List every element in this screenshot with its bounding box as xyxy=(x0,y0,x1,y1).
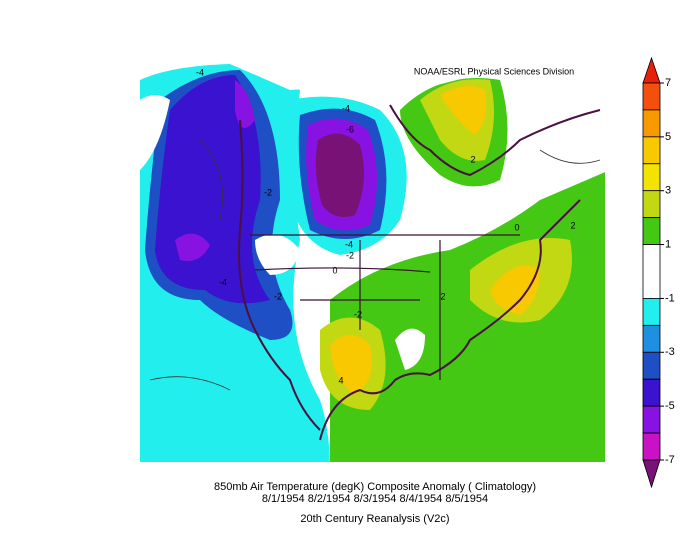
contour-label: -4 xyxy=(345,239,353,249)
colorbar-segment xyxy=(642,244,661,299)
colorbar-segment xyxy=(642,378,661,407)
colorbar-segment xyxy=(642,298,661,326)
contour-labels: -4 -4 -6 -2 -4 -2 0 -4 -2 2 2 0 2 -2 4 xyxy=(196,67,576,385)
colorbar-segment xyxy=(642,405,661,434)
colorbar-tick-label: 3 xyxy=(665,185,671,197)
caption-source: 20th Century Reanalysis (V2c) xyxy=(300,513,449,525)
colorbar-tick-label: -1 xyxy=(665,292,675,304)
colorbar-segment xyxy=(642,217,661,245)
credit: NOAA/ESRL Physical Sciences Division xyxy=(414,66,574,76)
anomaly-region xyxy=(140,95,170,170)
contour-label: 2 xyxy=(570,220,575,230)
map xyxy=(140,63,605,462)
colorbar-segment xyxy=(642,432,661,461)
coastline xyxy=(238,119,321,431)
contour-line xyxy=(149,139,601,391)
colorbar-segment xyxy=(642,82,661,111)
anomaly-region xyxy=(395,328,425,370)
contour-label: -2 xyxy=(264,187,272,197)
colorbar-segment xyxy=(642,109,661,138)
border xyxy=(250,234,520,380)
anomaly-region xyxy=(235,80,255,128)
contour-label: 2 xyxy=(470,154,475,164)
colorbar-tick-label: -5 xyxy=(665,400,675,412)
contour-label: 4 xyxy=(338,375,343,385)
contour-label: -2 xyxy=(274,291,282,301)
colorbar-end xyxy=(642,56,661,84)
anomaly-region xyxy=(150,406,241,450)
colorbar-segment xyxy=(642,190,661,219)
colorbar-segment xyxy=(642,163,661,192)
contour-label: -4 xyxy=(196,67,204,77)
colorbar: 7 5 3 1 -1 -3 -5 -7 xyxy=(642,56,675,489)
anomaly-region xyxy=(440,86,487,135)
colorbar-tick-label: 7 xyxy=(665,77,671,89)
colorbar-tick-label: -7 xyxy=(665,454,675,466)
colorbar-tick-label: -3 xyxy=(665,346,675,358)
contour-label: 0 xyxy=(514,222,519,232)
anomaly-region xyxy=(175,233,210,261)
caption-dates: 8/1/1954 8/2/1954 8/3/1954 8/4/1954 8/5/… xyxy=(262,493,488,505)
colorbar-tick-label: 5 xyxy=(665,131,671,143)
anomaly-region xyxy=(315,133,364,218)
contour-label: -4 xyxy=(342,103,350,113)
coastline xyxy=(319,199,581,441)
contour-label: -2 xyxy=(354,309,362,319)
colorbar-segment xyxy=(642,324,661,353)
anomaly-region xyxy=(255,234,300,275)
anomaly-region xyxy=(490,265,540,315)
contour-label: -4 xyxy=(219,277,227,287)
colorbar-segment xyxy=(642,136,661,165)
caption-title: 850mb Air Temperature (degK) Composite A… xyxy=(214,481,536,493)
colorbar-segment xyxy=(642,351,661,380)
anomaly-region xyxy=(330,335,373,395)
contour-label: -6 xyxy=(346,124,354,134)
contour-label: 2 xyxy=(440,291,445,301)
colorbar-tick-label: 1 xyxy=(665,238,671,250)
contour-label: -2 xyxy=(346,250,354,260)
colorbar-end xyxy=(642,459,661,489)
coastline xyxy=(389,104,601,176)
contour-label: 0 xyxy=(332,265,337,275)
